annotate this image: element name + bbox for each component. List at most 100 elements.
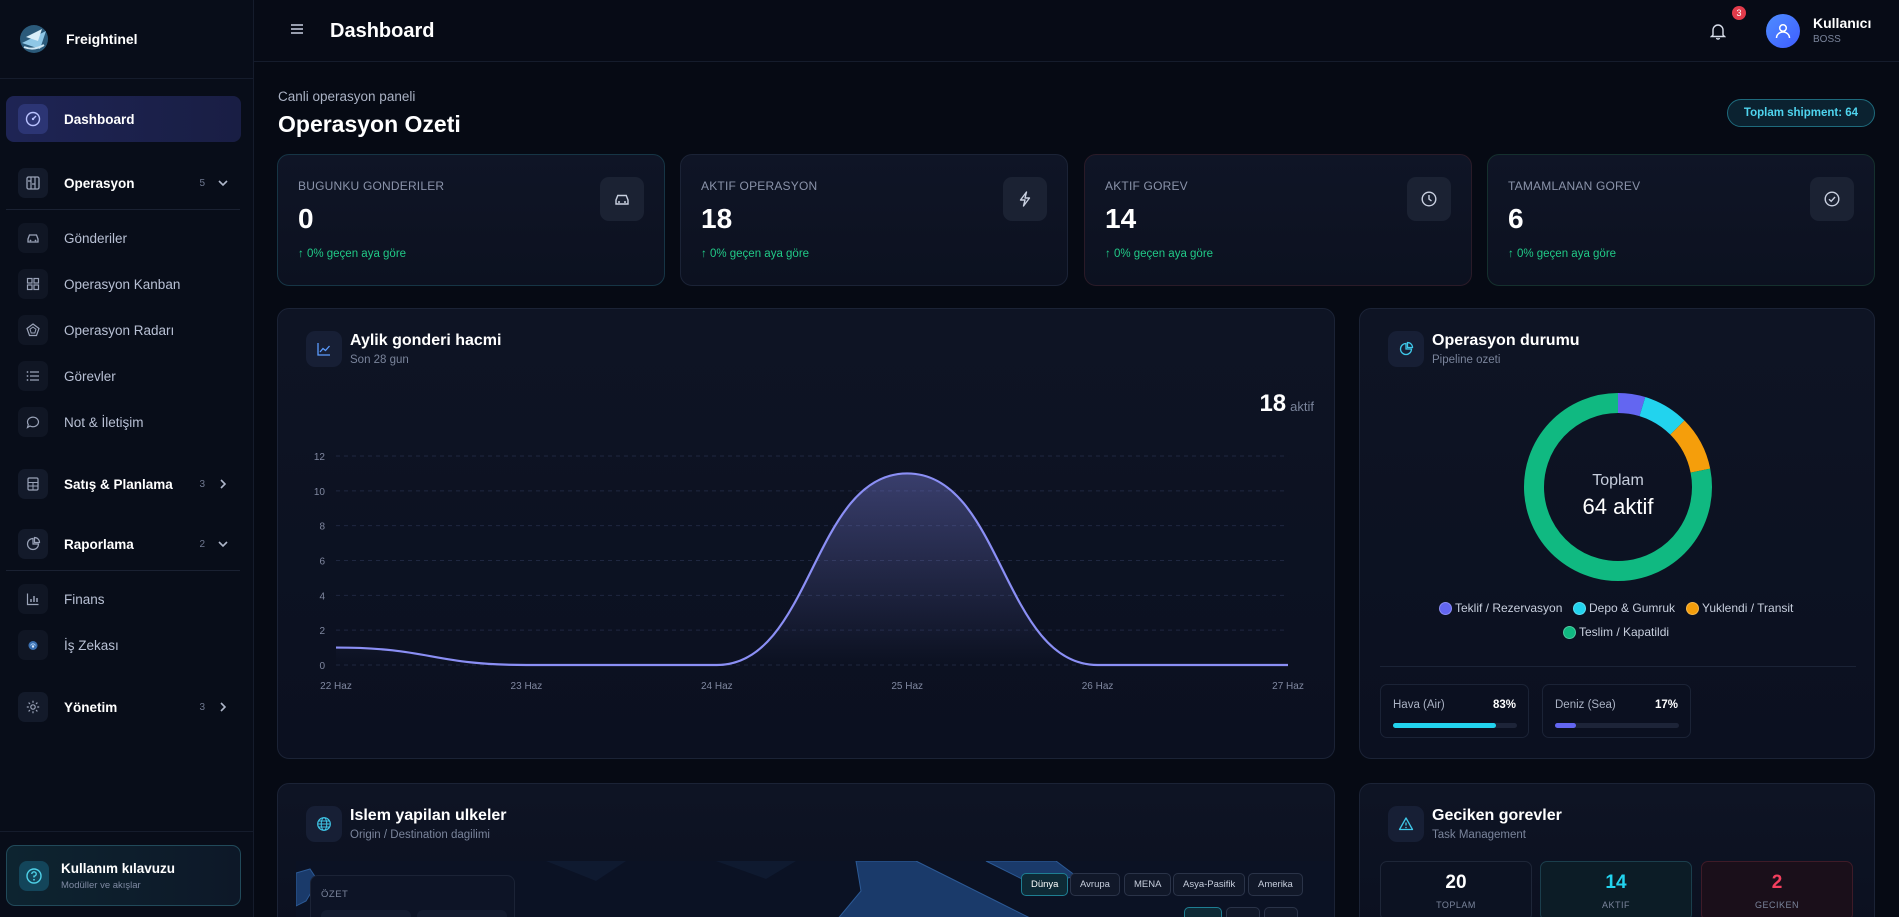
legend-swatch [1563,625,1576,639]
radar-icon [18,315,48,345]
status-donut-chart[interactable] [1360,379,1876,639]
legend-label: Teslim / Kapatildi [1579,625,1670,639]
y-tick-label: 8 [319,522,325,533]
donut-slice [1617,393,1646,417]
chevron-down-icon[interactable] [217,538,229,550]
sidebar-item-label: Not & İletişim [64,414,144,430]
mode-label: Hava (Air) [1393,699,1445,711]
panel-subtitle: Task Management [1432,829,1526,841]
panel-title: Geciken gorevler [1432,807,1562,824]
list-icon [18,361,48,391]
globe-icon [306,806,342,842]
stat-card-aktif-operasyon[interactable]: AKTIF OPERASYON 18 ↑ 0% geçen aya göre [680,154,1068,286]
question-icon [19,860,49,891]
sidebar-item-label: Operasyon [64,175,135,191]
brand[interactable]: Freightinel [16,20,138,58]
legend-swatch [1439,601,1452,615]
guide-title: Kullanım kılavuzu [61,860,176,876]
stat-card-bugunku-gonderiler[interactable]: BUGUNKU GONDERILER 0 ↑ 0% geçen aya göre [277,154,665,286]
stat-trend: ↑ 0% geçen aya göre [701,248,810,260]
legend-item-depo[interactable]: Depo & Gumruk [1573,601,1675,615]
sidebar-item-not-iletisim[interactable]: Not & İletişim [6,399,241,445]
x-tick-label: 27 Haz [1272,681,1304,692]
mode-card-air[interactable]: Hava (Air) 83% [1380,684,1529,738]
filter-chip[interactable] [1184,907,1222,917]
filter-chip[interactable] [1264,907,1298,917]
donut-center-value: 64 aktif [1582,494,1654,519]
brand-name: Freightinel [66,31,138,47]
stat-value: 6 [1508,203,1524,234]
sidebar-item-operasyon-radari[interactable]: Operasyon Radarı [6,307,241,353]
volume-area-chart[interactable]: 0 2 4 6 8 10 12 22 Haz 23 Haz 24 Haz 25 Haz 26 Haz 2… [278,309,1336,760]
logo-icon [20,25,48,53]
sidebar-item-operasyon-kanban[interactable]: Operasyon Kanban [6,261,241,307]
stat-label: BUGUNKU GONDERILER [298,179,445,193]
sidebar-item-label: Operasyon Kanban [64,276,181,292]
sidebar-item-gorevler[interactable]: Görevler [6,353,241,399]
legend-item-teslim[interactable]: Teslim / Kapatildi [1563,625,1669,639]
x-tick-label: 26 Haz [1082,681,1114,692]
stat-label: AKTIF OPERASYON [701,179,818,193]
late-stat-value: 20 [1445,872,1467,893]
mode-percent: 83% [1492,699,1516,711]
chevron-right-icon[interactable] [217,701,229,713]
y-tick-label: 2 [319,626,325,637]
region-tab-asya-pasifik[interactable]: Asya-Pasifik [1173,873,1246,896]
divider [6,570,240,571]
stat-trend: ↑ 0% geçen aya göre [1105,248,1214,260]
stat-trend: ↑ 0% geçen aya göre [298,248,407,260]
y-tick-label: 12 [314,452,326,463]
kanban-icon [18,168,48,198]
sidebar-item-satis-planlama[interactable]: Satış & Planlama 3 [6,461,241,507]
total-shipment-badge[interactable]: Toplam shipment: 64 [1727,99,1875,127]
user-name[interactable]: Kullanıcı [1813,15,1872,31]
active-count-unit: aktif [1290,399,1314,414]
mode-progress-track [1393,723,1517,728]
sidebar-item-label: Satış & Planlama [64,476,173,492]
menu-icon[interactable] [290,22,304,36]
page-subtitle: Canli operasyon paneli [278,89,416,104]
count-badge: 2 [199,538,205,550]
x-tick-label: 22 Haz [320,681,352,692]
legend-item-yuklendi[interactable]: Yuklendi / Transit [1686,601,1793,615]
panel-subtitle: Son 28 gun [350,354,409,366]
region-tab-amerika[interactable]: Amerika [1248,873,1303,896]
avatar[interactable] [1766,14,1800,48]
sidebar-item-dashboard[interactable]: Dashboard [6,96,241,142]
donut-slice [1639,397,1685,435]
late-stat-geciken[interactable]: 2 GECIKEN [1701,861,1853,917]
legend-label: Teklif / Rezervasyon [1455,601,1563,615]
series-line [335,472,1288,667]
sidebar-item-is-zekasi[interactable]: İş Zekası [6,622,241,668]
stat-card-tamamlanan-gorev[interactable]: TAMAMLANAN GOREV 6 ↑ 0% geçen aya göre [1487,154,1875,286]
mode-card-sea[interactable]: Deniz (Sea) 17% [1542,684,1691,738]
sidebar-item-yonetim[interactable]: Yönetim 3 [6,684,241,730]
divider [1380,666,1856,667]
region-tab-avrupa[interactable]: Avrupa [1070,873,1120,896]
x-tick-label: 25 Haz [891,681,923,692]
sidebar-item-operasyon[interactable]: Operasyon 5 [6,160,241,206]
sidebar-item-raporlama[interactable]: Raporlama 2 [6,521,241,567]
gear-icon [18,692,48,722]
chevron-down-icon[interactable] [217,177,229,189]
summary-stat [321,910,411,917]
stat-card-aktif-gorev[interactable]: AKTIF GOREV 14 ↑ 0% geçen aya göre [1084,154,1472,286]
late-stat-toplam[interactable]: 20 TOPLAM [1380,861,1532,917]
sidebar-item-finans[interactable]: Finans [6,576,241,622]
chevron-right-icon[interactable] [217,478,229,490]
filter-chip[interactable] [1226,907,1260,917]
donut-center-label: Toplam [1592,472,1644,489]
region-tab-mena[interactable]: MENA [1124,873,1172,896]
legend-item-teklif[interactable]: Teklif / Rezervasyon [1439,601,1562,615]
late-stat-aktif[interactable]: 14 AKTIF [1540,861,1692,917]
donut-slice [1670,420,1711,473]
countries-panel: Islem yapilan ulkeler Origin / Destinati… [277,783,1335,917]
user-guide-card[interactable]: Kullanım kılavuzu Modüller ve akışlar [6,845,241,906]
legend-label: Yuklendi / Transit [1702,601,1794,615]
trend-text: 0% geçen aya göre [1113,248,1214,260]
stat-label: TAMAMLANAN GOREV [1508,179,1641,193]
sidebar-item-gonderiler[interactable]: Gönderiler [6,215,241,261]
bell-icon[interactable] [1710,22,1726,40]
chat-icon [18,407,48,437]
region-tab-dunya[interactable]: Dünya [1021,873,1069,896]
